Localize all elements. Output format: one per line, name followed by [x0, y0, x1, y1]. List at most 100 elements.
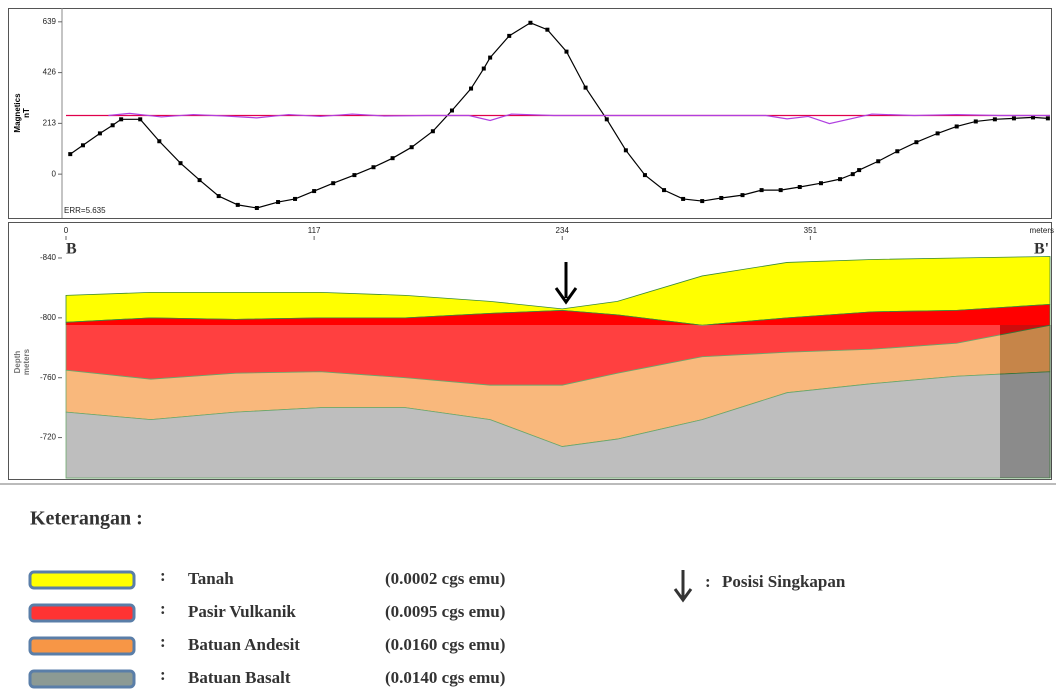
marker — [235, 202, 240, 207]
legend-swatch — [28, 603, 136, 623]
marker — [719, 195, 724, 200]
overlay — [62, 325, 1000, 478]
marker — [642, 173, 647, 178]
y-axis-label: Magnetics — [13, 93, 22, 133]
line — [108, 112, 1050, 125]
marker — [1011, 116, 1016, 121]
marker — [857, 168, 862, 173]
marker — [331, 181, 336, 186]
marker — [759, 188, 764, 193]
magnetic-panel — [8, 8, 1052, 219]
marker — [545, 27, 550, 32]
marker — [157, 139, 162, 144]
legend-value: (0.0095 cgs emu) — [385, 602, 505, 621]
marker — [481, 66, 486, 71]
marker — [197, 178, 202, 183]
marker — [1031, 115, 1036, 120]
marker — [507, 33, 512, 38]
marker — [469, 86, 474, 91]
marker — [914, 140, 919, 145]
marker — [838, 177, 843, 182]
legend-swatch — [28, 669, 136, 689]
marker — [293, 196, 298, 201]
marker — [488, 55, 493, 60]
marker — [604, 117, 609, 122]
y-axis-label: Depth — [13, 351, 22, 374]
marker — [583, 85, 588, 90]
marker — [97, 131, 102, 136]
legend-separator: : — [160, 599, 166, 618]
marker — [352, 173, 357, 178]
marker — [449, 108, 454, 113]
y-tick-label: 213 — [43, 118, 57, 127]
y-tick-label: -720 — [40, 433, 57, 442]
legend-value: (0.0140 cgs emu) — [385, 668, 505, 687]
legend-separator: : — [160, 665, 166, 684]
legend-separator: : — [160, 632, 166, 651]
marker — [895, 149, 900, 154]
y-tick-label: -800 — [40, 313, 57, 322]
marker — [430, 129, 435, 134]
section-end-label: B' — [1034, 241, 1049, 258]
marker — [935, 131, 940, 136]
marker — [623, 148, 628, 153]
marker — [850, 172, 855, 177]
annotation: ERR=5.635 — [64, 206, 106, 215]
y-tick-label: -760 — [40, 373, 57, 382]
x-axis-unit: meters — [1030, 226, 1054, 235]
legend-name: Pasir Vulkanik — [188, 602, 296, 621]
y-axis-unit: nT — [22, 108, 31, 118]
legend-value: (0.0002 cgs emu) — [385, 569, 505, 588]
y-axis-unit: meters — [22, 348, 31, 375]
legend-separator: : — [705, 572, 711, 591]
legend-separator: : — [160, 566, 166, 585]
marker — [80, 143, 85, 148]
marker — [1045, 116, 1050, 121]
marker — [528, 20, 533, 25]
legend-arrow — [673, 570, 693, 603]
marker — [409, 145, 414, 150]
y-tick-label: -840 — [40, 253, 57, 262]
legend-value: (0.0160 cgs emu) — [385, 635, 505, 654]
marker — [216, 194, 221, 199]
marker — [178, 161, 183, 166]
y-tick-label: 639 — [43, 17, 57, 26]
marker — [371, 165, 376, 170]
layer — [65, 371, 1051, 479]
marker — [992, 117, 997, 122]
x-tick-label: 117 — [308, 226, 321, 235]
y-tick-label: 426 — [43, 68, 57, 77]
legend-title: Keterangan : — [30, 508, 143, 530]
marker — [700, 199, 705, 204]
legend-arrow-label: Posisi Singkapan — [722, 572, 846, 591]
marker — [138, 117, 143, 122]
marker — [68, 152, 73, 157]
marker — [973, 119, 978, 124]
overlay — [1000, 325, 1052, 478]
legend-swatch — [28, 636, 136, 656]
marker — [390, 156, 395, 161]
x-tick-label: 0 — [64, 226, 69, 235]
legend-swatch — [28, 570, 136, 590]
section-layers — [65, 256, 1051, 479]
marker — [110, 123, 115, 128]
legend-name: Batuan Basalt — [188, 668, 291, 687]
marker — [276, 200, 281, 205]
marker — [954, 124, 959, 129]
marker — [681, 196, 686, 201]
marker — [662, 188, 667, 193]
marker — [564, 49, 569, 54]
outcrop-arrow — [554, 262, 578, 305]
section-panel — [8, 222, 1052, 480]
legend-name: Tanah — [188, 569, 234, 588]
marker — [254, 205, 259, 210]
marker — [740, 193, 745, 198]
marker — [119, 117, 124, 122]
section-end-label: B — [66, 241, 77, 258]
x-tick-label: 351 — [804, 226, 818, 235]
marker — [778, 188, 783, 193]
marker — [818, 181, 823, 186]
y-tick-label: 0 — [52, 169, 57, 178]
marker — [876, 159, 881, 164]
